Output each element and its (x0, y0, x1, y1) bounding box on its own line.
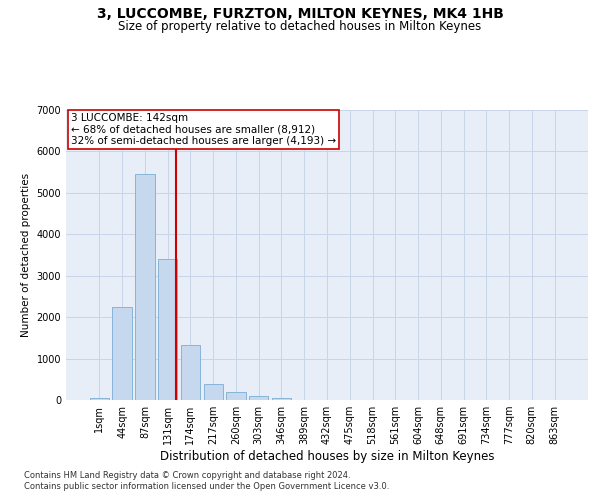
Text: 3 LUCCOMBE: 142sqm
← 68% of detached houses are smaller (8,912)
32% of semi-deta: 3 LUCCOMBE: 142sqm ← 68% of detached hou… (71, 113, 337, 146)
Bar (90, 398, 109, 400)
Bar (249, 396, 268, 400)
Text: 3, LUCCOMBE, FURZTON, MILTON KEYNES, MK4 1HB: 3, LUCCOMBE, FURZTON, MILTON KEYNES, MK4… (97, 8, 503, 22)
Bar (158, 259, 178, 400)
X-axis label: Distribution of detached houses by size in Milton Keynes: Distribution of detached houses by size … (160, 450, 494, 463)
Bar (203, 384, 223, 400)
Bar (135, 174, 155, 400)
Text: Size of property relative to detached houses in Milton Keynes: Size of property relative to detached ho… (118, 20, 482, 33)
Bar (226, 392, 245, 400)
Text: Contains HM Land Registry data © Crown copyright and database right 2024.: Contains HM Land Registry data © Crown c… (24, 471, 350, 480)
Y-axis label: Number of detached properties: Number of detached properties (21, 173, 31, 337)
Bar (272, 398, 291, 400)
Text: Contains public sector information licensed under the Open Government Licence v3: Contains public sector information licen… (24, 482, 389, 491)
Bar (181, 346, 200, 400)
Bar (112, 307, 132, 400)
